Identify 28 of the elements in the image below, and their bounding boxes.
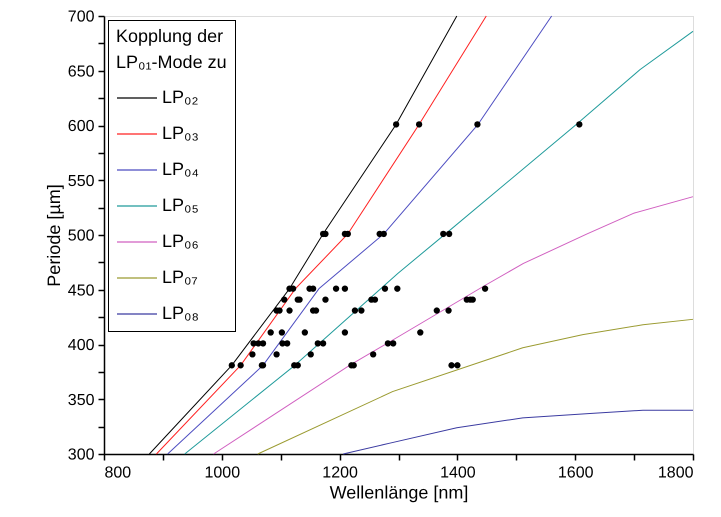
y-tick-label: 350: [68, 392, 95, 409]
y-tick-label: 450: [68, 282, 95, 300]
legend-label: LP₀₇: [162, 267, 198, 287]
x-tick-label: 1200: [322, 464, 358, 482]
y-tick-label: 300: [68, 446, 95, 464]
line-series: [257, 318, 694, 454]
legend-label: LP₀₂: [162, 87, 198, 107]
x-axis-title: Wellenlänge [nm]: [330, 482, 468, 502]
x-tick-label: 1000: [204, 464, 240, 482]
x-tick-label: 1600: [558, 464, 594, 482]
line-series: [342, 410, 694, 454]
legend-label: LP₀₄: [162, 159, 199, 179]
legend-label: LP₀₆: [162, 231, 199, 251]
legend-title: Kopplung der LP₀₁-Mode zu: [116, 26, 227, 72]
y-tick-label: 400: [68, 337, 95, 354]
line-series: [213, 196, 694, 454]
y-tick-label: 650: [68, 63, 95, 80]
y-tick-label: 700: [68, 8, 95, 26]
y-tick-label: 600: [68, 118, 95, 135]
x-tick-label: 1800: [658, 464, 694, 482]
legend-label: LP₀₅: [162, 195, 199, 215]
y-tick-label: 500: [68, 228, 95, 244]
legend-label: LP₀₈: [162, 303, 199, 323]
y-axis-title: Periode [µm]: [44, 184, 64, 287]
x-tick-label: 800: [104, 464, 132, 482]
legend-label: LP₀₃: [162, 123, 199, 143]
x-tick-label: 1400: [440, 464, 476, 482]
y-tick-label: 550: [68, 172, 95, 190]
